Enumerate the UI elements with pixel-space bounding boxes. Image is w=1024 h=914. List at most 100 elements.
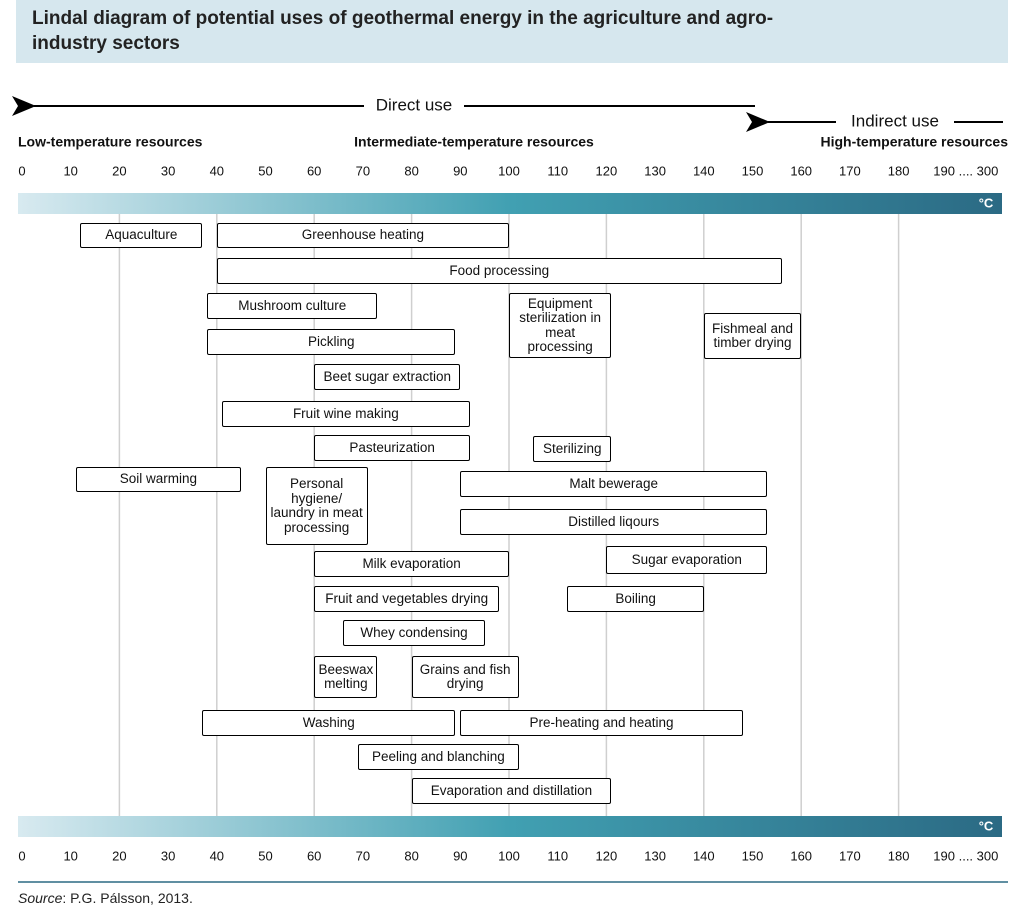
x-tick-label: 40 (210, 163, 224, 178)
x-tick-label: 120 (596, 163, 618, 178)
range-label: Sugar evaporation (631, 551, 742, 567)
range-label: Sterilizing (543, 440, 602, 456)
x-tick-label: 130 (644, 848, 666, 863)
range-box: Washing (202, 710, 456, 736)
range-box: Pasteurization (314, 435, 471, 461)
range-label: Pickling (307, 333, 355, 349)
range-label: Beeswax melting (318, 661, 374, 691)
range-label: Fishmeal and timber drying (711, 320, 794, 350)
range-box: Milk evaporation (314, 551, 509, 577)
range-label: Greenhouse heating (301, 227, 425, 243)
zone-label: High-temperature resources (820, 134, 1008, 150)
x-tick-label: 90 (453, 848, 467, 863)
x-tick-label: 40 (210, 848, 224, 863)
range-box: Pickling (207, 329, 456, 355)
range-label: Aquaculture (105, 227, 178, 243)
zone-label: Low-temperature resources (18, 134, 203, 150)
range-box: Distilled liqours (460, 509, 768, 535)
range-label: Fruit and vegetables drying (325, 590, 489, 606)
chart-title: Lindal diagram of potential uses of geot… (32, 8, 774, 54)
x-tick-label: 60 (307, 163, 321, 178)
range-label: Grains and fish drying (419, 661, 511, 691)
x-tick-label: 10 (63, 848, 77, 863)
range-box: Sterilizing (533, 436, 612, 462)
range-label: Washing (302, 714, 355, 730)
x-tick-label: 50 (258, 848, 272, 863)
range-box: Food processing (216, 258, 782, 284)
scale-bar (18, 193, 1002, 214)
range-label: Mushroom culture (238, 297, 347, 313)
range-label: Peeling and blanching (371, 748, 505, 764)
x-tick-label: 160 (790, 163, 812, 178)
x-tick-label: 30 (161, 163, 175, 178)
range-label: Beet sugar extraction (323, 368, 452, 384)
unit: °C (979, 818, 994, 833)
indirect-label: Indirect use (851, 111, 939, 130)
range-box: Aquaculture (80, 223, 203, 248)
range-box: Beeswax melting (314, 656, 378, 698)
range-box: Peeling and blanching (358, 744, 519, 770)
unit: °C (979, 195, 994, 210)
x-tick-label: 0 (18, 163, 25, 178)
x-tick-label: 30 (161, 848, 175, 863)
x-tick-label: 160 (790, 848, 812, 863)
range-box: Boiling (567, 586, 704, 612)
x-tick-label: 20 (112, 163, 126, 178)
x-tick-label: 70 (356, 848, 370, 863)
range-box: Greenhouse heating (216, 223, 509, 248)
range-label: Equipment sterilization in meat processi… (519, 295, 602, 354)
range-label: Whey condensing (360, 624, 468, 640)
x-tick-label: 10 (63, 163, 77, 178)
range-box: Malt bewerage (460, 471, 768, 497)
range-box: Grains and fish drying (411, 656, 519, 698)
source-text: : P.G. Pálsson, 2013. (62, 890, 193, 906)
x-tick-label: 170 (839, 848, 861, 863)
range-label: Pasteurization (349, 439, 435, 455)
x-tick-label: 50 (258, 163, 272, 178)
x-tick-label: 100 (498, 848, 520, 863)
x-tick-label: 130 (644, 163, 666, 178)
direct-label: Direct use (376, 95, 453, 114)
range-label: Food processing (449, 262, 550, 278)
range-box: Fruit and vegetables drying (314, 586, 500, 612)
range-box: Whey condensing (343, 620, 485, 646)
zone-label: Intermediate-temperature resources (354, 134, 594, 150)
x-tick-label: 100 (498, 163, 520, 178)
range-box: Evaporation and distillation (411, 778, 612, 804)
range-label: Milk evaporation (362, 555, 461, 571)
title-box: Lindal diagram of potential uses of geot… (16, 0, 1008, 63)
range-label: Malt bewerage (569, 475, 658, 491)
range-label: Pre-heating and heating (529, 714, 674, 730)
x-tick-label: 0 (18, 848, 25, 863)
x-tick-label: 80 (404, 848, 418, 863)
source-label: Source (18, 890, 63, 906)
x-tick-label: 90 (453, 163, 467, 178)
range-box: Fishmeal and timber drying (703, 313, 802, 359)
range-label: Distilled liqours (568, 513, 660, 529)
x-tick-label: 190 .... 300 (933, 848, 998, 863)
scale-bar (18, 816, 1002, 837)
source: Source: P.G. Pálsson, 2013. (18, 890, 193, 906)
x-tick-label: 190 .... 300 (933, 163, 998, 178)
x-tick-label: 120 (596, 848, 618, 863)
x-tick-label: 140 (693, 848, 715, 863)
range-box: Beet sugar extraction (314, 364, 461, 390)
range-label: Fruit wine making (292, 405, 399, 421)
x-tick-label: 80 (404, 163, 418, 178)
x-tick-label: 70 (356, 163, 370, 178)
range-label: Boiling (615, 590, 656, 606)
range-box: Sugar evaporation (606, 546, 768, 574)
x-tick-label: 170 (839, 163, 861, 178)
range-box: Personal hygiene/ laundry in meat proces… (265, 467, 368, 545)
range-box: Equipment sterilization in meat processi… (509, 293, 612, 358)
range-label: Personal hygiene/ laundry in meat proces… (270, 476, 363, 535)
x-tick-label: 180 (888, 848, 910, 863)
x-tick-label: 140 (693, 163, 715, 178)
range-box: Soil warming (75, 467, 242, 492)
x-tick-label: 150 (742, 848, 764, 863)
range-box: Pre-heating and heating (460, 710, 743, 736)
x-tick-label: 150 (742, 163, 764, 178)
range-label: Evaporation and distillation (430, 782, 593, 798)
